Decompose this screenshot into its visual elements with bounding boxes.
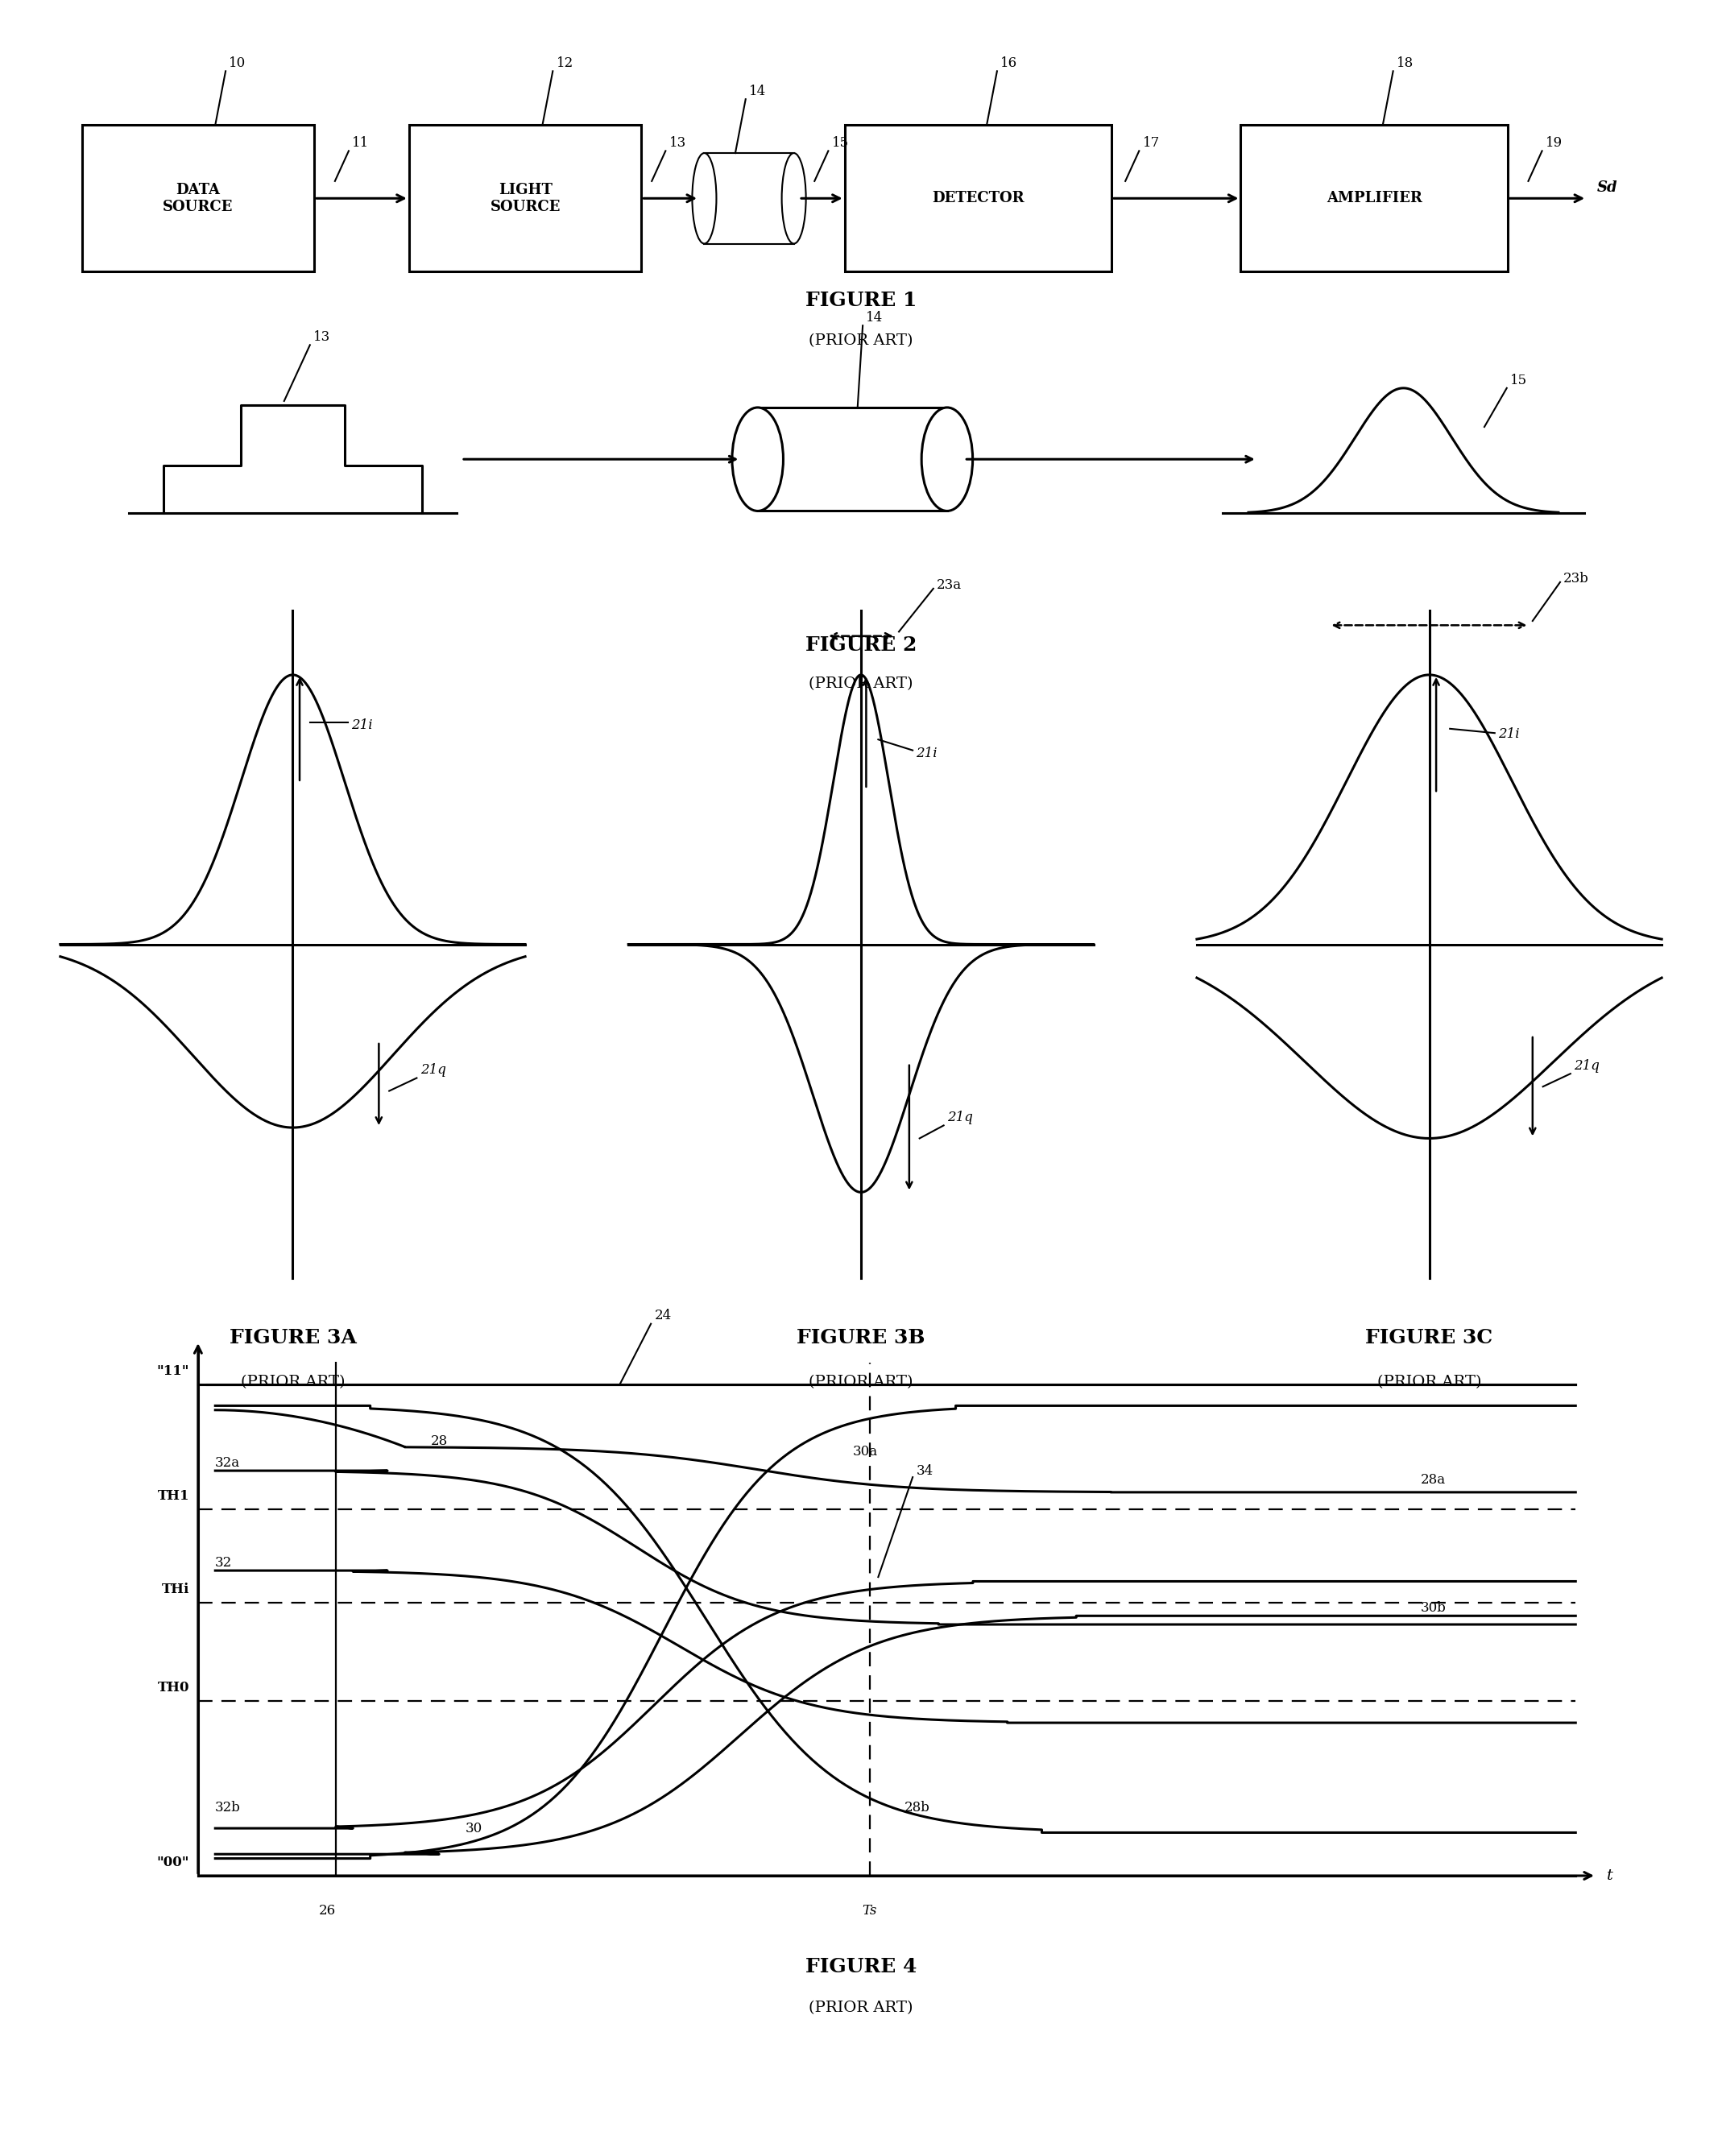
- Text: 32a: 32a: [215, 1455, 241, 1470]
- Text: (PRIOR ART): (PRIOR ART): [1378, 1376, 1481, 1388]
- Text: 30b: 30b: [1421, 1602, 1446, 1615]
- Text: 28a: 28a: [1421, 1473, 1446, 1488]
- Text: Ts: Ts: [863, 1904, 876, 1917]
- Text: 11: 11: [353, 136, 369, 149]
- Text: TH0: TH0: [158, 1682, 189, 1695]
- FancyBboxPatch shape: [83, 125, 313, 272]
- Text: FIGURE 3B: FIGURE 3B: [797, 1328, 925, 1348]
- Text: 23b: 23b: [1564, 571, 1589, 584]
- Text: FIGURE 3A: FIGURE 3A: [229, 1328, 356, 1348]
- Text: t: t: [1607, 1869, 1614, 1882]
- Text: 13: 13: [668, 136, 685, 149]
- Text: FIGURE 3C: FIGURE 3C: [1366, 1328, 1493, 1348]
- Text: 17: 17: [1143, 136, 1159, 149]
- Text: 19: 19: [1546, 136, 1562, 149]
- Text: 26: 26: [319, 1904, 336, 1917]
- Text: (PRIOR ART): (PRIOR ART): [809, 2001, 913, 2014]
- Text: 15: 15: [832, 136, 849, 149]
- Text: 10: 10: [229, 56, 246, 69]
- Text: FIGURE 1: FIGURE 1: [806, 291, 916, 310]
- Text: LIGHT
SOURCE: LIGHT SOURCE: [491, 183, 560, 213]
- Text: FIGURE 2: FIGURE 2: [806, 636, 916, 655]
- Text: (PRIOR ART): (PRIOR ART): [809, 677, 913, 690]
- Text: THi: THi: [162, 1583, 189, 1595]
- Text: 16: 16: [1000, 56, 1018, 69]
- Text: 21q: 21q: [1574, 1059, 1600, 1072]
- Text: Sd: Sd: [1598, 181, 1617, 194]
- Text: 30a: 30a: [852, 1445, 878, 1460]
- Text: 24: 24: [654, 1309, 672, 1322]
- Text: 21i: 21i: [351, 718, 372, 731]
- Text: 12: 12: [556, 56, 573, 69]
- FancyBboxPatch shape: [758, 407, 947, 511]
- Text: 21i: 21i: [916, 746, 937, 759]
- FancyBboxPatch shape: [410, 125, 641, 272]
- Text: 32b: 32b: [215, 1800, 241, 1813]
- Text: 15: 15: [1510, 373, 1527, 386]
- FancyBboxPatch shape: [704, 153, 794, 244]
- Text: (PRIOR ART): (PRIOR ART): [809, 334, 913, 347]
- Text: 13: 13: [313, 330, 331, 343]
- Text: DETECTOR: DETECTOR: [932, 192, 1025, 205]
- Text: 23a: 23a: [937, 578, 963, 591]
- FancyBboxPatch shape: [844, 125, 1112, 272]
- Text: 34: 34: [916, 1464, 933, 1479]
- Text: 14: 14: [866, 310, 883, 323]
- Text: 30: 30: [465, 1822, 482, 1835]
- Text: 14: 14: [749, 84, 766, 97]
- Text: 21i: 21i: [1498, 727, 1519, 740]
- Text: 32: 32: [215, 1557, 232, 1570]
- Text: 18: 18: [1397, 56, 1414, 69]
- Text: "11": "11": [157, 1365, 189, 1378]
- Text: 28b: 28b: [904, 1800, 930, 1813]
- Ellipse shape: [732, 407, 784, 511]
- Text: AMPLIFIER: AMPLIFIER: [1326, 192, 1422, 205]
- Text: 21q: 21q: [947, 1110, 973, 1123]
- Text: (PRIOR ART): (PRIOR ART): [809, 1376, 913, 1388]
- FancyBboxPatch shape: [1240, 125, 1508, 272]
- Ellipse shape: [692, 153, 716, 244]
- Text: 21q: 21q: [420, 1063, 446, 1076]
- Ellipse shape: [921, 407, 973, 511]
- Text: (PRIOR ART): (PRIOR ART): [241, 1376, 344, 1388]
- Text: FIGURE 4: FIGURE 4: [806, 1958, 916, 1977]
- Text: "00": "00": [157, 1856, 189, 1869]
- Text: TH1: TH1: [158, 1490, 189, 1503]
- Text: DATA
SOURCE: DATA SOURCE: [164, 183, 232, 213]
- Ellipse shape: [782, 153, 806, 244]
- Text: 28: 28: [430, 1434, 448, 1447]
